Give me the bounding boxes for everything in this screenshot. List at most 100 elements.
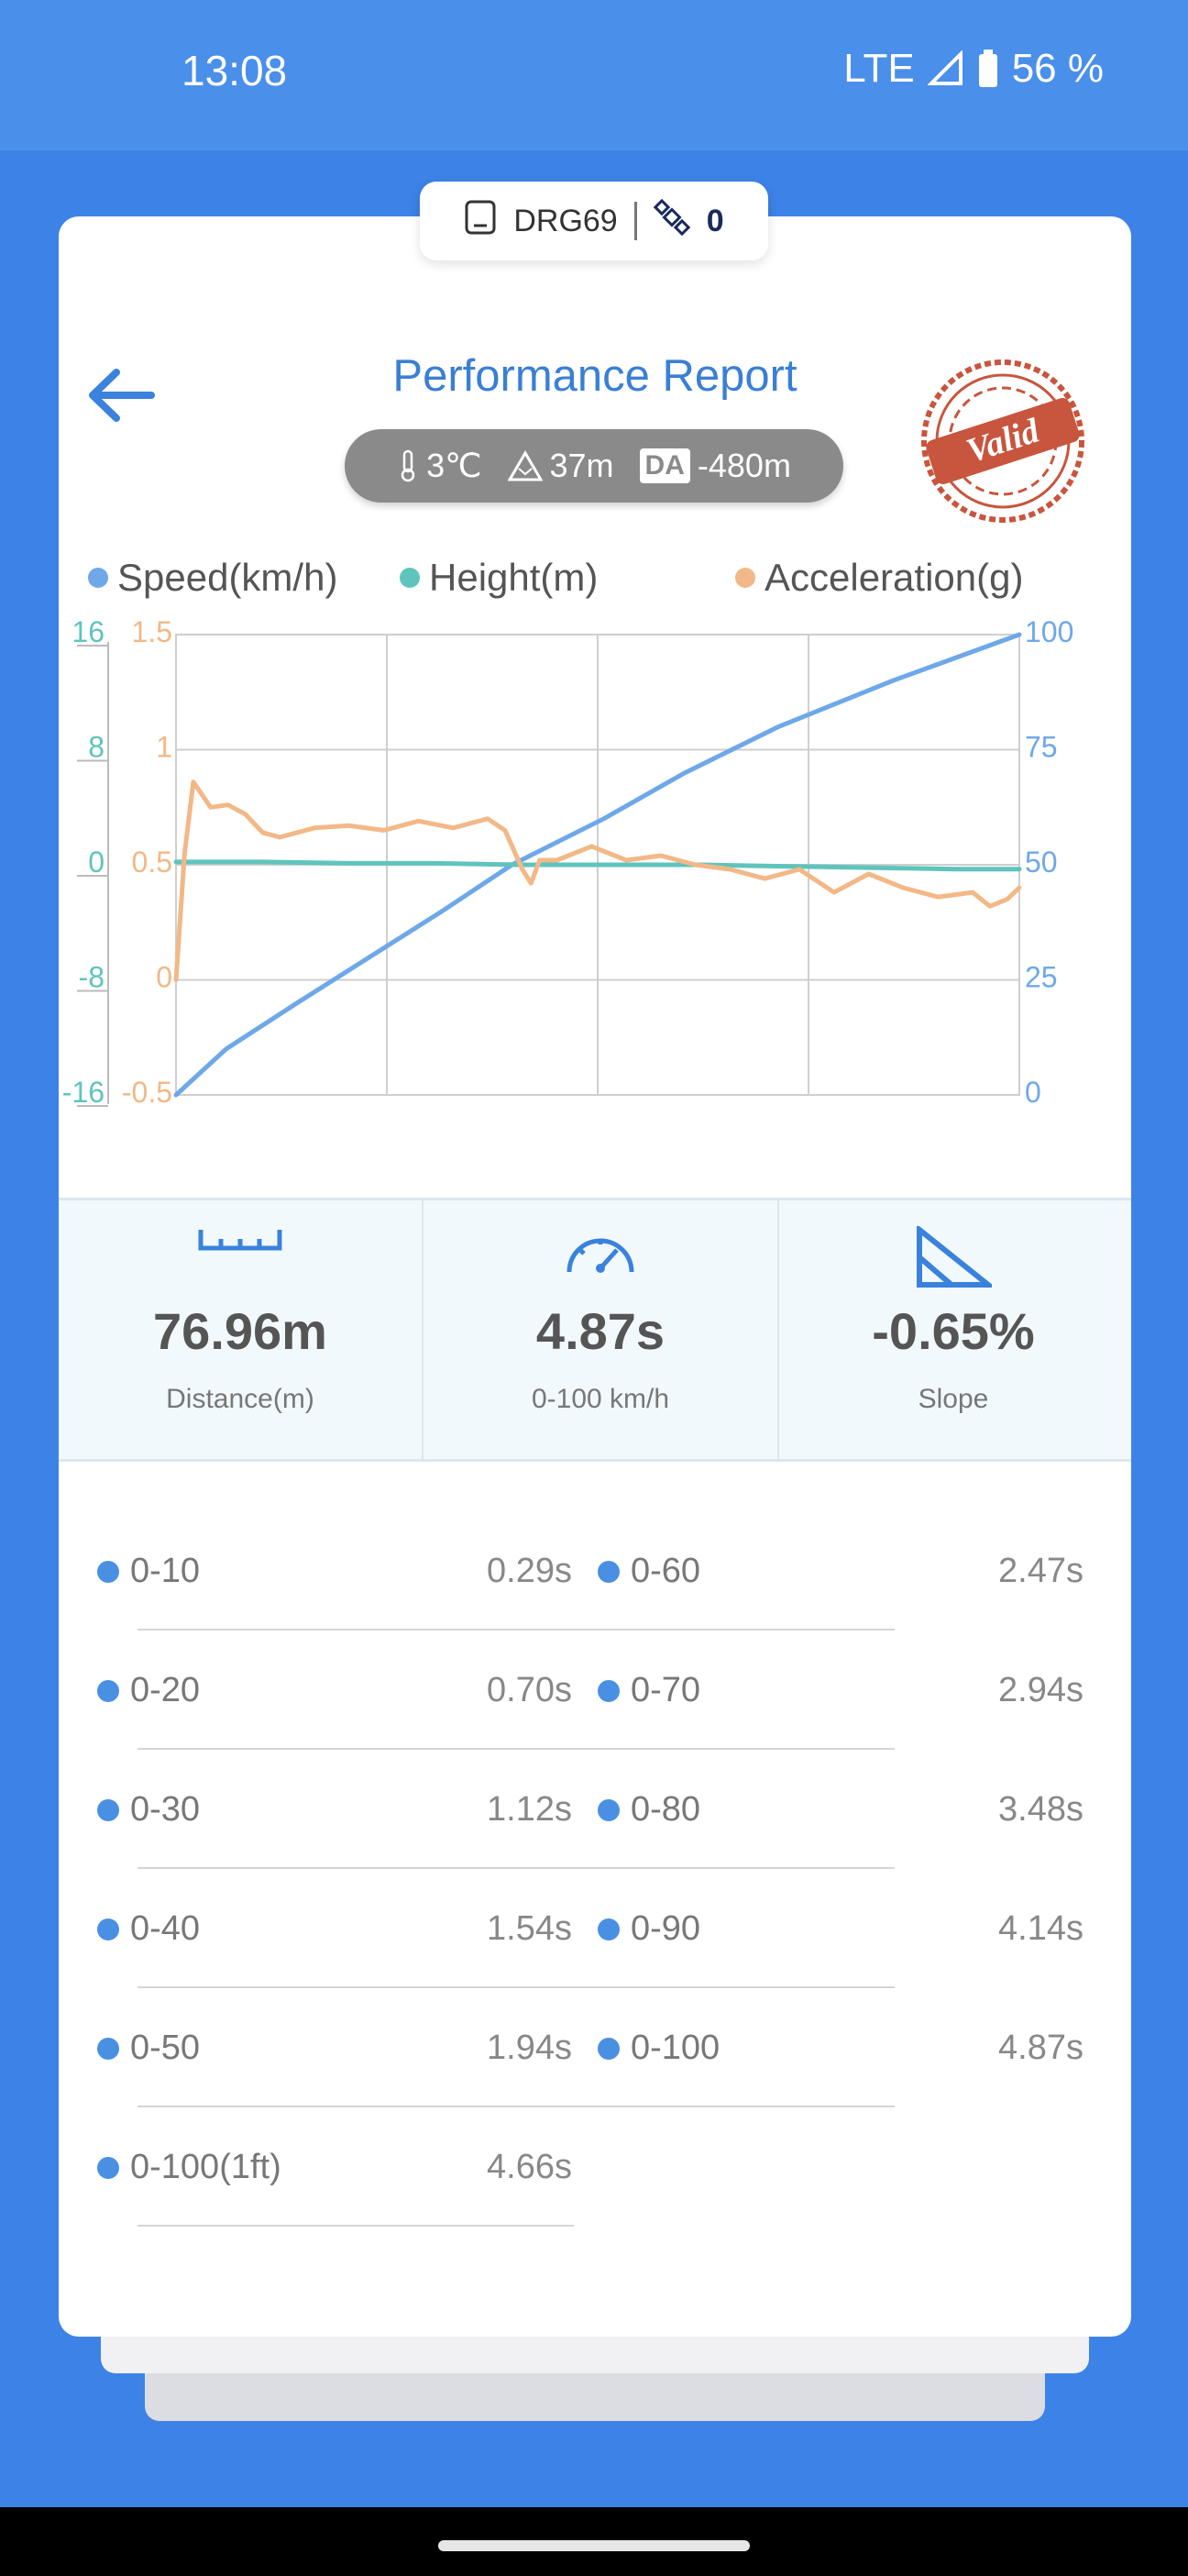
- split-label: 0-70: [631, 1671, 701, 1709]
- legend-dot: [735, 568, 755, 588]
- stat-value: -0.65%: [872, 1302, 1035, 1360]
- mountain-icon: [507, 450, 543, 481]
- split-label: 0-100: [631, 2029, 720, 2067]
- back-button[interactable]: [79, 354, 161, 437]
- split-time-row: 0-100 4.87s: [510, 1996, 1128, 2115]
- row-divider: [510, 1629, 895, 1631]
- stat-value: 76.96m: [153, 1302, 327, 1360]
- row-divider: [138, 1867, 574, 1869]
- speedometer-icon: [566, 1238, 634, 1273]
- home-handle[interactable]: [438, 2540, 750, 2551]
- legend-dot: [400, 568, 420, 588]
- stat-label: 0-100 km/h: [531, 1384, 670, 1414]
- altitude-item: 37m: [507, 447, 614, 485]
- series-line-height: [173, 859, 1022, 872]
- legend-acceleration: Acceleration(g): [735, 556, 1023, 600]
- status-time: 13:08: [182, 47, 288, 94]
- legend-label: Height(m): [429, 556, 599, 599]
- split-time-row: 0-60 2.47s: [510, 1519, 1128, 1638]
- device-name: DRG69: [513, 203, 618, 238]
- series-line-accel: [173, 779, 1022, 982]
- divider: [633, 202, 637, 240]
- height-tick-label: -16: [62, 1076, 104, 1109]
- split-label: 0-30: [130, 1790, 201, 1829]
- split-time-row: 0-100(1ft) 4.66s: [59, 2115, 574, 2234]
- slope-icon: [917, 1226, 992, 1288]
- bullet-dot: [598, 1680, 620, 1702]
- split-value: 4.66s: [487, 2148, 572, 2186]
- stat-0-100: 4.87s 0-100 km/h: [422, 1200, 779, 1459]
- split-time-row: 0-80 3.48s: [510, 1757, 1128, 1876]
- report-card: Performance Report 3℃ 37m DA -480m Valid: [59, 216, 1131, 2337]
- arrow-left-icon: [89, 369, 155, 422]
- split-label: 0-60: [631, 1552, 701, 1590]
- row-divider: [138, 2225, 574, 2227]
- bullet-dot: [598, 1561, 620, 1583]
- split-time-row: 0-90 4.14s: [510, 1876, 1128, 1996]
- battery-percent: 56 %: [1011, 46, 1104, 91]
- split-value: 0.29s: [487, 1552, 572, 1590]
- accel-tick-label: 0: [156, 961, 172, 994]
- split-label: 0-10: [130, 1552, 201, 1590]
- split-value: 2.47s: [998, 1552, 1084, 1590]
- row-divider: [138, 1748, 574, 1750]
- bullet-dot: [97, 2038, 119, 2060]
- speed-tick-label: 25: [1025, 961, 1058, 994]
- bullet-dot: [97, 1561, 119, 1583]
- split-time-row: 0-20 0.70s: [59, 1638, 574, 1757]
- status-indicators: LTE 56 %: [843, 46, 1104, 92]
- device-badge[interactable]: DRG69 0: [420, 182, 768, 260]
- bullet-dot: [97, 1918, 119, 1940]
- device-icon: [464, 199, 497, 244]
- legend-label: Speed(km/h): [117, 556, 338, 599]
- split-value: 4.87s: [998, 2029, 1084, 2067]
- row-divider: [138, 1986, 574, 1988]
- split-label: 0-100(1ft): [130, 2148, 281, 2186]
- satellite-icon: [653, 198, 690, 244]
- speed-tick-label: 75: [1025, 731, 1058, 764]
- status-bar: 13:08 LTE 56 %: [0, 0, 1188, 150]
- accel-tick-label: 0.5: [132, 846, 172, 879]
- split-value: 4.14s: [998, 1909, 1084, 1948]
- accel-tick-label: 1: [156, 731, 172, 764]
- battery-icon: [977, 50, 999, 88]
- legend-label: Acceleration(g): [764, 556, 1024, 599]
- bullet-dot: [97, 2157, 119, 2179]
- split-value: 1.54s: [487, 1909, 572, 1948]
- altitude-value: 37m: [549, 447, 614, 484]
- split-label: 0-80: [631, 1790, 701, 1829]
- thermometer-icon: [401, 449, 415, 482]
- conditions-pill: 3℃ 37m DA -480m: [345, 429, 843, 503]
- split-value: 1.12s: [487, 1790, 572, 1829]
- network-type: LTE: [843, 46, 915, 91]
- stat-value: 4.87s: [535, 1302, 666, 1360]
- row-divider: [510, 1867, 895, 1869]
- stat-label: Slope: [918, 1384, 989, 1414]
- split-value: 3.48s: [998, 1790, 1084, 1829]
- split-label: 0-20: [130, 1671, 201, 1709]
- split-label: 0-50: [130, 2029, 201, 2067]
- stat-label: Distance(m): [166, 1384, 314, 1414]
- density-altitude-item: DA -480m: [639, 447, 791, 485]
- bullet-dot: [97, 1680, 119, 1702]
- split-time-row: 0-40 1.54s: [59, 1876, 574, 1996]
- satellite-count: 0: [706, 203, 724, 238]
- split-time-row: 0-50 1.94s: [59, 1996, 574, 2115]
- split-value: 1.94s: [487, 2029, 572, 2067]
- bullet-dot: [97, 1799, 119, 1821]
- height-tick-label: -8: [79, 961, 104, 994]
- speed-tick-label: 100: [1025, 620, 1073, 648]
- bullet-dot: [598, 2038, 620, 2060]
- accel-tick-label: 1.5: [132, 620, 172, 648]
- summary-stats: 76.96m Distance(m) 4.87s 0-100 km/h -0.6…: [59, 1198, 1131, 1462]
- legend-speed: Speed(km/h): [88, 556, 337, 600]
- split-time-row: 0-70 2.94s: [510, 1638, 1128, 1757]
- bullet-dot: [598, 1799, 620, 1821]
- split-label: 0-90: [631, 1909, 701, 1948]
- row-divider: [138, 1629, 574, 1631]
- temperature-value: 3℃: [426, 447, 482, 484]
- split-time-row: 0-10 0.29s: [59, 1519, 574, 1638]
- stat-slope: -0.65% Slope: [776, 1200, 1131, 1459]
- density-altitude-value: -480m: [697, 447, 791, 484]
- page-title: Performance Report: [392, 351, 798, 401]
